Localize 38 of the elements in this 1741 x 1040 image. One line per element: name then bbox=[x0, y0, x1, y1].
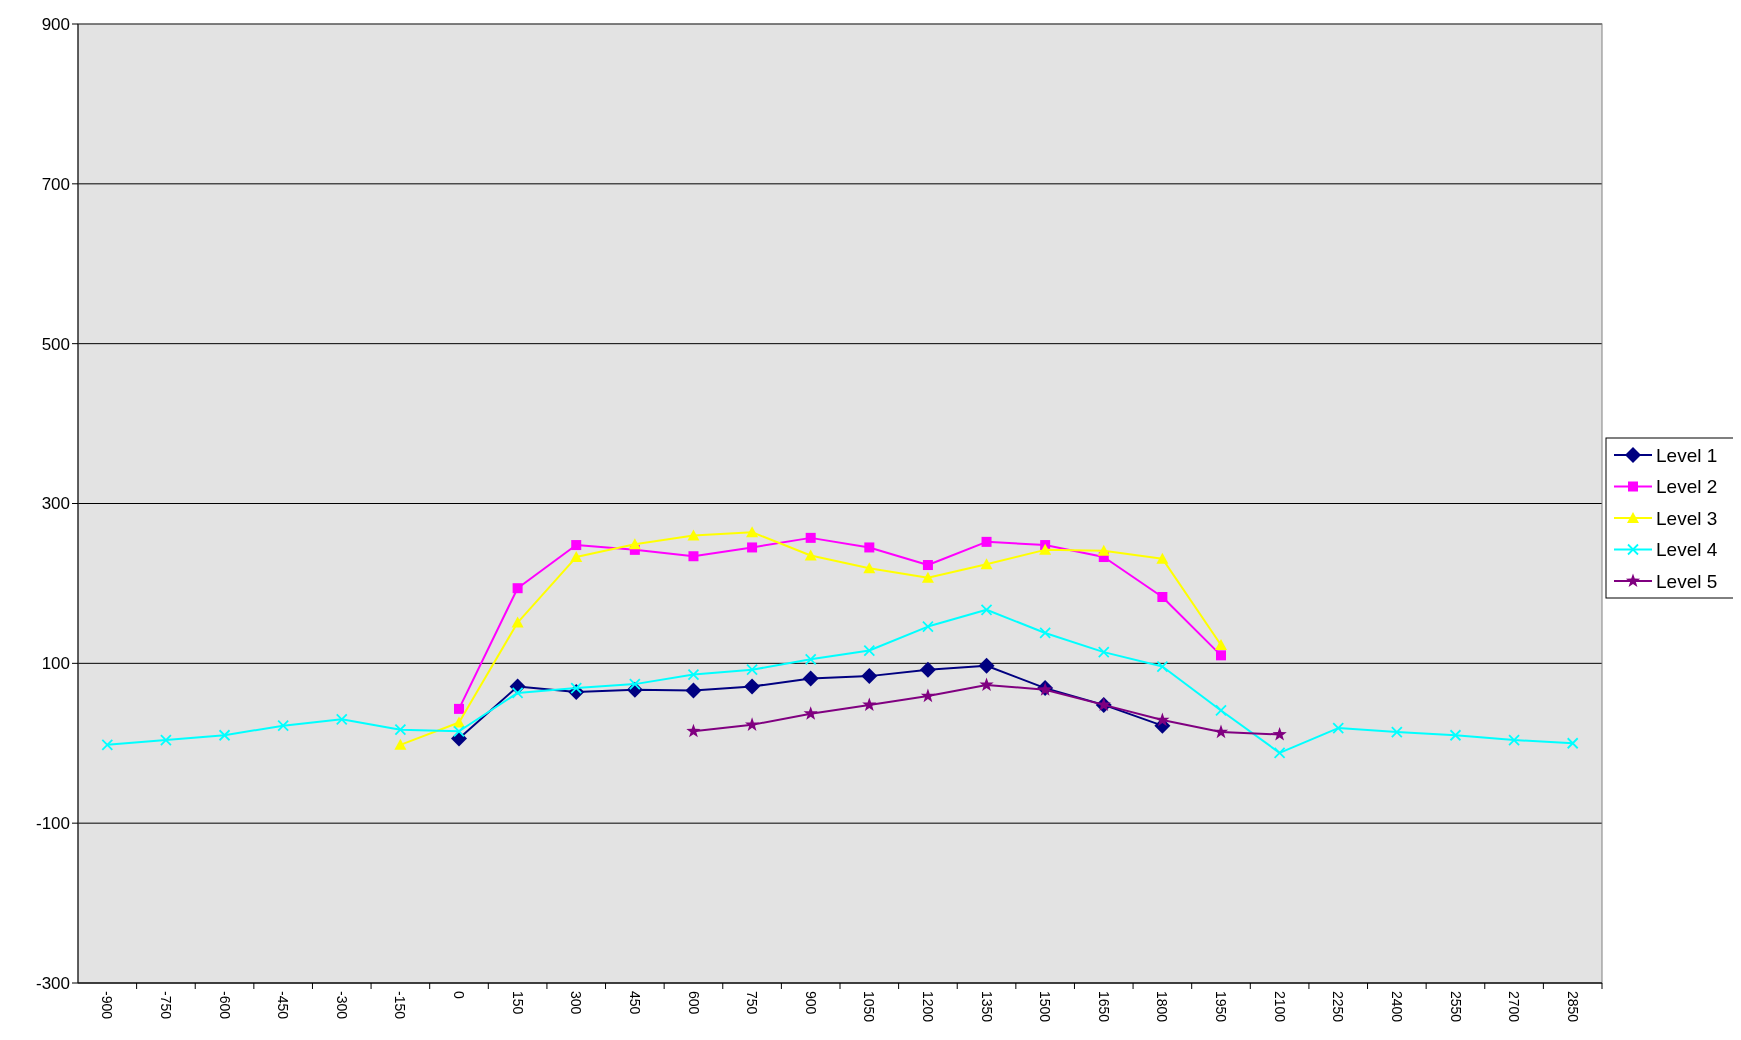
x-tick-label: -300 bbox=[333, 991, 350, 1020]
x-tick-label: 1200 bbox=[920, 991, 937, 1023]
x-tick-label: 1350 bbox=[978, 991, 995, 1023]
y-tick-label: 500 bbox=[41, 334, 70, 354]
legend-label: Level 4 bbox=[1656, 539, 1718, 561]
x-tick-label: -150 bbox=[392, 991, 409, 1020]
x-tick-label: 450 bbox=[626, 991, 643, 1015]
x-tick-label: 1050 bbox=[861, 991, 878, 1023]
x-tick-label: 2400 bbox=[1388, 991, 1405, 1023]
y-tick-label: 100 bbox=[41, 654, 70, 674]
x-tick-label: 2850 bbox=[1564, 991, 1581, 1023]
y-tick-label: -300 bbox=[35, 973, 70, 993]
x-tick-label: 2250 bbox=[1330, 991, 1347, 1023]
x-tick-label: 0 bbox=[451, 991, 468, 999]
x-tick-label: 1650 bbox=[1095, 991, 1112, 1023]
legend-label: Level 5 bbox=[1656, 570, 1718, 592]
x-tick-label: -900 bbox=[99, 991, 116, 1020]
legend-label: Level 2 bbox=[1656, 476, 1718, 498]
x-tick-label: 2700 bbox=[1506, 991, 1523, 1023]
x-tick-label: -750 bbox=[158, 991, 175, 1020]
x-tick-label: 600 bbox=[685, 991, 702, 1015]
x-tick-label: 1800 bbox=[1154, 991, 1171, 1023]
x-tick-label: 1950 bbox=[1213, 991, 1230, 1023]
x-tick-label: -450 bbox=[275, 991, 292, 1020]
x-tick-label: 750 bbox=[744, 991, 761, 1015]
y-tick-label: -100 bbox=[35, 814, 70, 834]
y-tick-label: 700 bbox=[41, 174, 70, 194]
legend-label: Level 1 bbox=[1656, 444, 1718, 466]
x-tick-label: 150 bbox=[509, 991, 526, 1015]
y-tick-label: 900 bbox=[41, 14, 70, 34]
y-tick-label: 300 bbox=[41, 494, 70, 514]
x-tick-label: 900 bbox=[802, 991, 819, 1015]
legend-label: Level 3 bbox=[1656, 507, 1718, 529]
x-tick-label: 2550 bbox=[1447, 991, 1464, 1023]
x-tick-label: 2100 bbox=[1271, 991, 1288, 1023]
x-tick-label: -600 bbox=[216, 991, 233, 1020]
x-tick-label: 300 bbox=[568, 991, 585, 1015]
x-tick-label: 1500 bbox=[1037, 991, 1054, 1023]
